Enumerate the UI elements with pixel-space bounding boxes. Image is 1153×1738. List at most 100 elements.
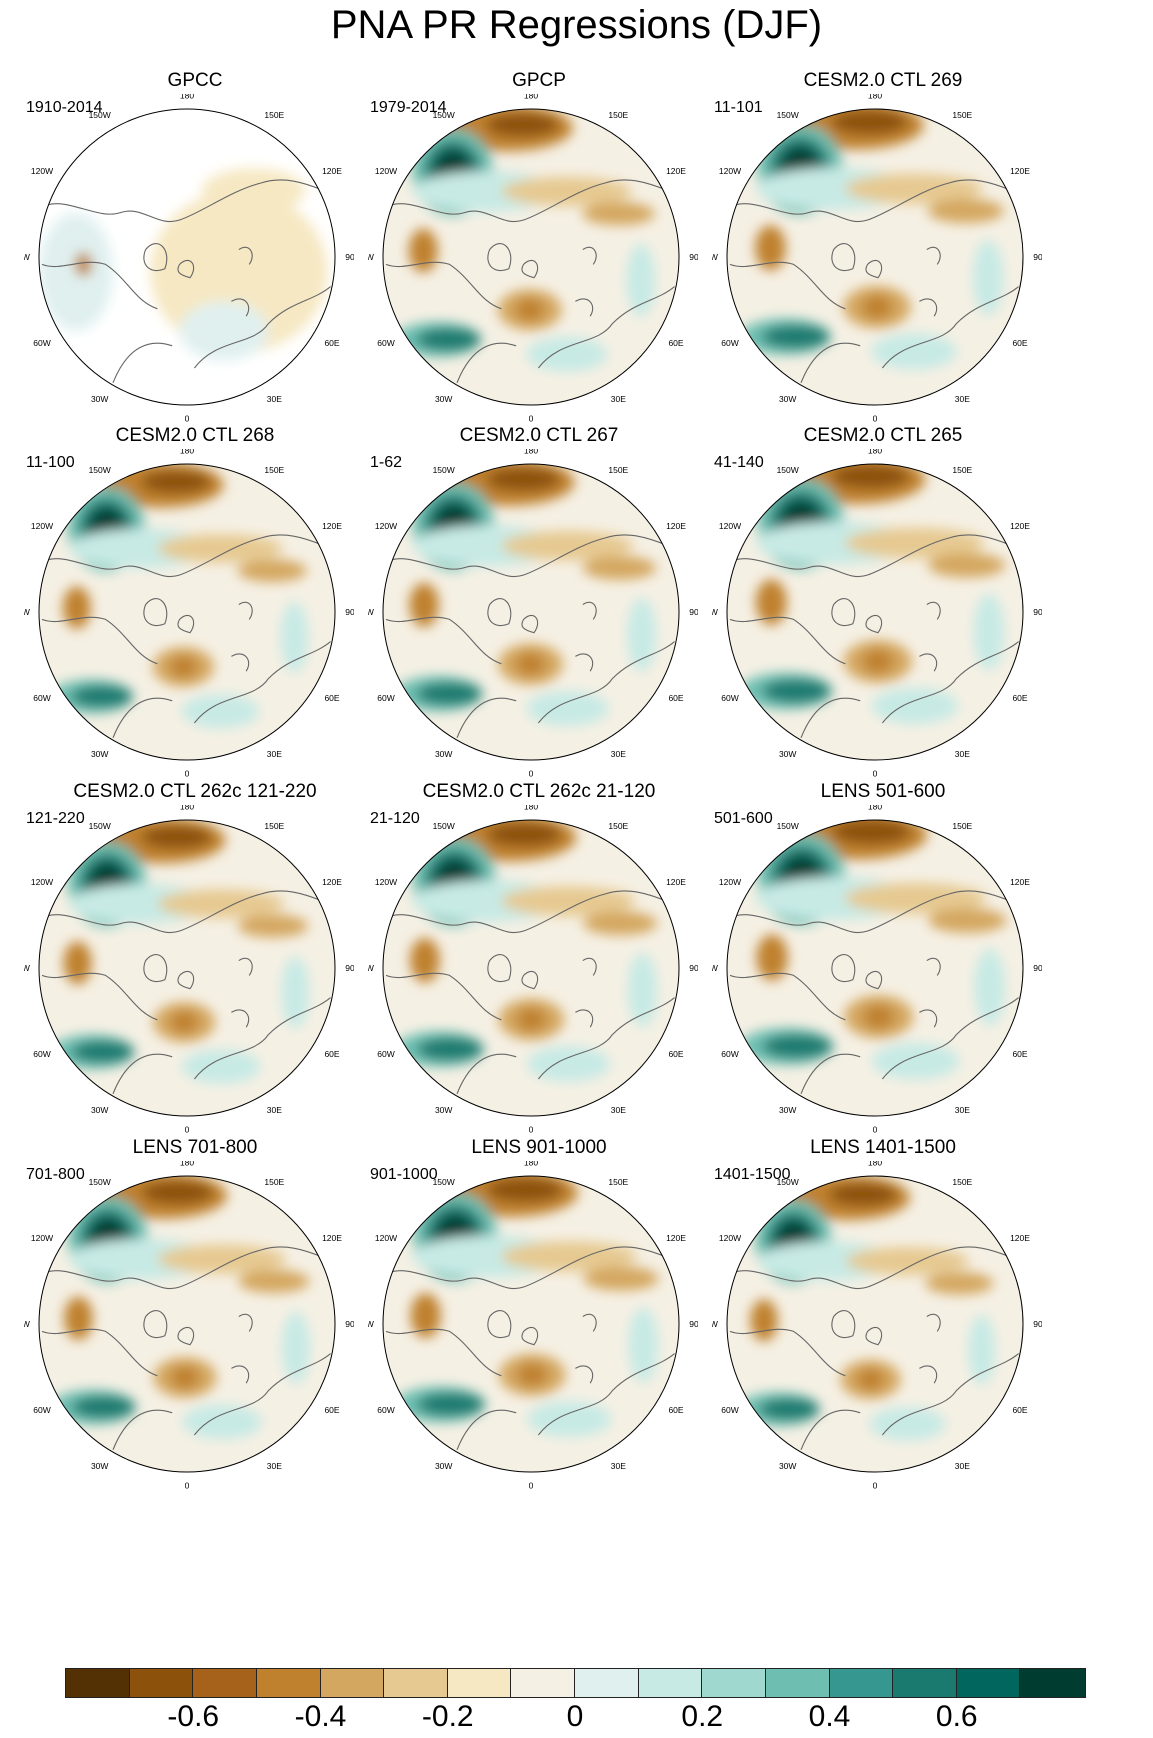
- coastline: [177, 1326, 195, 1346]
- coastline: [193, 997, 331, 1080]
- precip-anomaly-blob: [281, 1311, 311, 1385]
- longitude-label: 30W: [779, 749, 796, 759]
- coastline: [919, 653, 938, 672]
- precip-anomaly-blob: [141, 825, 213, 849]
- period-label: 501-600: [714, 810, 773, 827]
- coastline: [582, 1313, 597, 1332]
- longitude-label: 30E: [955, 749, 970, 759]
- map-boundary-circle: [726, 108, 1024, 406]
- precip-anomaly-blob: [179, 301, 269, 361]
- longitude-label: 0: [185, 1480, 190, 1490]
- longitude-label: 180: [524, 1161, 538, 1168]
- longitude-label: 150E: [608, 1177, 628, 1187]
- precip-anomaly-blob: [181, 694, 260, 729]
- longitude-label: 30E: [267, 1461, 282, 1471]
- map-panel: LENS 1401-1500 180 150E 120E 90E 60E 30E 0 30W 60…: [698, 1137, 1068, 1527]
- precip-anomaly-blob: [72, 1395, 136, 1419]
- panel-title: GPCP: [512, 70, 566, 91]
- longitude-label: 60W: [721, 1405, 738, 1415]
- longitude-label: 0: [529, 768, 534, 778]
- precip-anomaly-blob: [526, 336, 608, 372]
- coastline: [231, 298, 250, 317]
- precip-anomaly-blob: [928, 908, 1007, 933]
- precip-anomaly-blob: [487, 1177, 563, 1202]
- longitude-label: 60W: [33, 693, 50, 703]
- coastline: [112, 342, 173, 384]
- precip-anomaly-blob: [486, 822, 562, 847]
- longitude-label: 90E: [345, 963, 354, 973]
- precip-anomaly-blob: [967, 1314, 996, 1386]
- longitude-label: 0: [185, 768, 190, 778]
- longitude-label: 30W: [779, 394, 796, 404]
- precip-anomaly-blob: [69, 528, 209, 569]
- longitude-label: 120E: [1010, 521, 1030, 531]
- panel-title: CESM2.0 CTL 265: [803, 425, 963, 446]
- period-label: 21-120: [370, 810, 420, 827]
- coastline: [385, 616, 502, 665]
- map-boundary-circle: [382, 108, 680, 406]
- coastline: [881, 641, 1019, 724]
- longitude-label: 180: [180, 94, 194, 101]
- longitude-label: 60E: [324, 338, 339, 348]
- precip-anomaly-blob: [417, 1392, 485, 1417]
- precip-anomaly-blob: [925, 1272, 994, 1295]
- map-boundary-circle: [726, 819, 1024, 1117]
- longitude-label: 150W: [433, 110, 455, 120]
- longitude-label: 180: [524, 805, 538, 812]
- panel-title: CESM2.0 CTL 268: [115, 425, 275, 446]
- precip-anomaly-blob: [761, 324, 830, 349]
- precip-anomaly-blob: [762, 1034, 832, 1059]
- coastline: [46, 534, 324, 578]
- coastline: [456, 697, 517, 739]
- map-panel: CESM2.0 CTL 269 180 150E 120E 90E 60E 30E 0 30W 6…: [698, 70, 1068, 460]
- period-label: 11-100: [26, 454, 75, 471]
- map-panel: CESM2.0 CTL 262c 121-220 180 150E 120E 90E 60…: [10, 781, 380, 1171]
- coastline: [390, 179, 668, 223]
- map-panel: CESM2.0 CTL 262c 21-120 180 150E 120E 90E 60E…: [354, 781, 724, 1171]
- longitude-label: 180: [524, 94, 538, 101]
- longitude-label: 120W: [375, 1233, 397, 1243]
- coastline: [800, 1053, 861, 1095]
- longitude-label: 90W: [368, 252, 374, 262]
- longitude-label: 180: [868, 1161, 882, 1168]
- longitude-label: 90W: [712, 1319, 718, 1329]
- longitude-label: 90E: [1033, 1319, 1042, 1329]
- coastline: [729, 261, 846, 310]
- panel-title: CESM2.0 CTL 262c 121-220: [73, 781, 317, 802]
- precip-anomaly-blob: [141, 1180, 214, 1205]
- longitude-label: 150E: [264, 1177, 284, 1187]
- precip-anomaly-blob: [64, 1296, 93, 1340]
- longitude-label: 150E: [952, 110, 972, 120]
- precip-anomaly-blob: [486, 467, 560, 491]
- longitude-label: 0: [185, 1124, 190, 1134]
- longitude-label: 180: [180, 1161, 194, 1168]
- period-label: 41-140: [714, 454, 764, 471]
- longitude-label: 60W: [377, 1405, 394, 1415]
- panel-title: LENS 901-1000: [471, 1137, 607, 1158]
- longitude-label: 60W: [721, 1049, 738, 1059]
- longitude-label: 90W: [368, 607, 374, 617]
- coastline: [238, 246, 253, 265]
- longitude-label: 30E: [611, 749, 626, 759]
- longitude-label: 90W: [24, 252, 30, 262]
- longitude-label: 60E: [324, 1049, 339, 1059]
- precip-anomaly-blob: [972, 239, 1004, 316]
- precip-anomaly-blob: [39, 212, 113, 331]
- precip-anomaly-blob: [862, 649, 894, 674]
- coastline: [193, 641, 331, 724]
- precip-anomaly-blob: [583, 1266, 659, 1291]
- figure-title: PNA PR Regressions (DJF): [330, 3, 823, 47]
- longitude-label: 30W: [435, 1105, 452, 1115]
- longitude-label: 30E: [267, 1105, 282, 1115]
- longitude-label: 150W: [433, 821, 455, 831]
- longitude-label: 90E: [1033, 963, 1042, 973]
- panel-title: GPCC: [167, 70, 223, 91]
- coastline: [919, 1009, 938, 1028]
- longitude-label: 120W: [31, 521, 53, 531]
- coastline: [385, 261, 502, 310]
- precip-anomaly-blob: [871, 687, 959, 725]
- map-boundary-circle: [382, 463, 680, 761]
- longitude-label: 90W: [24, 1319, 30, 1329]
- longitude-label: 0: [873, 413, 878, 423]
